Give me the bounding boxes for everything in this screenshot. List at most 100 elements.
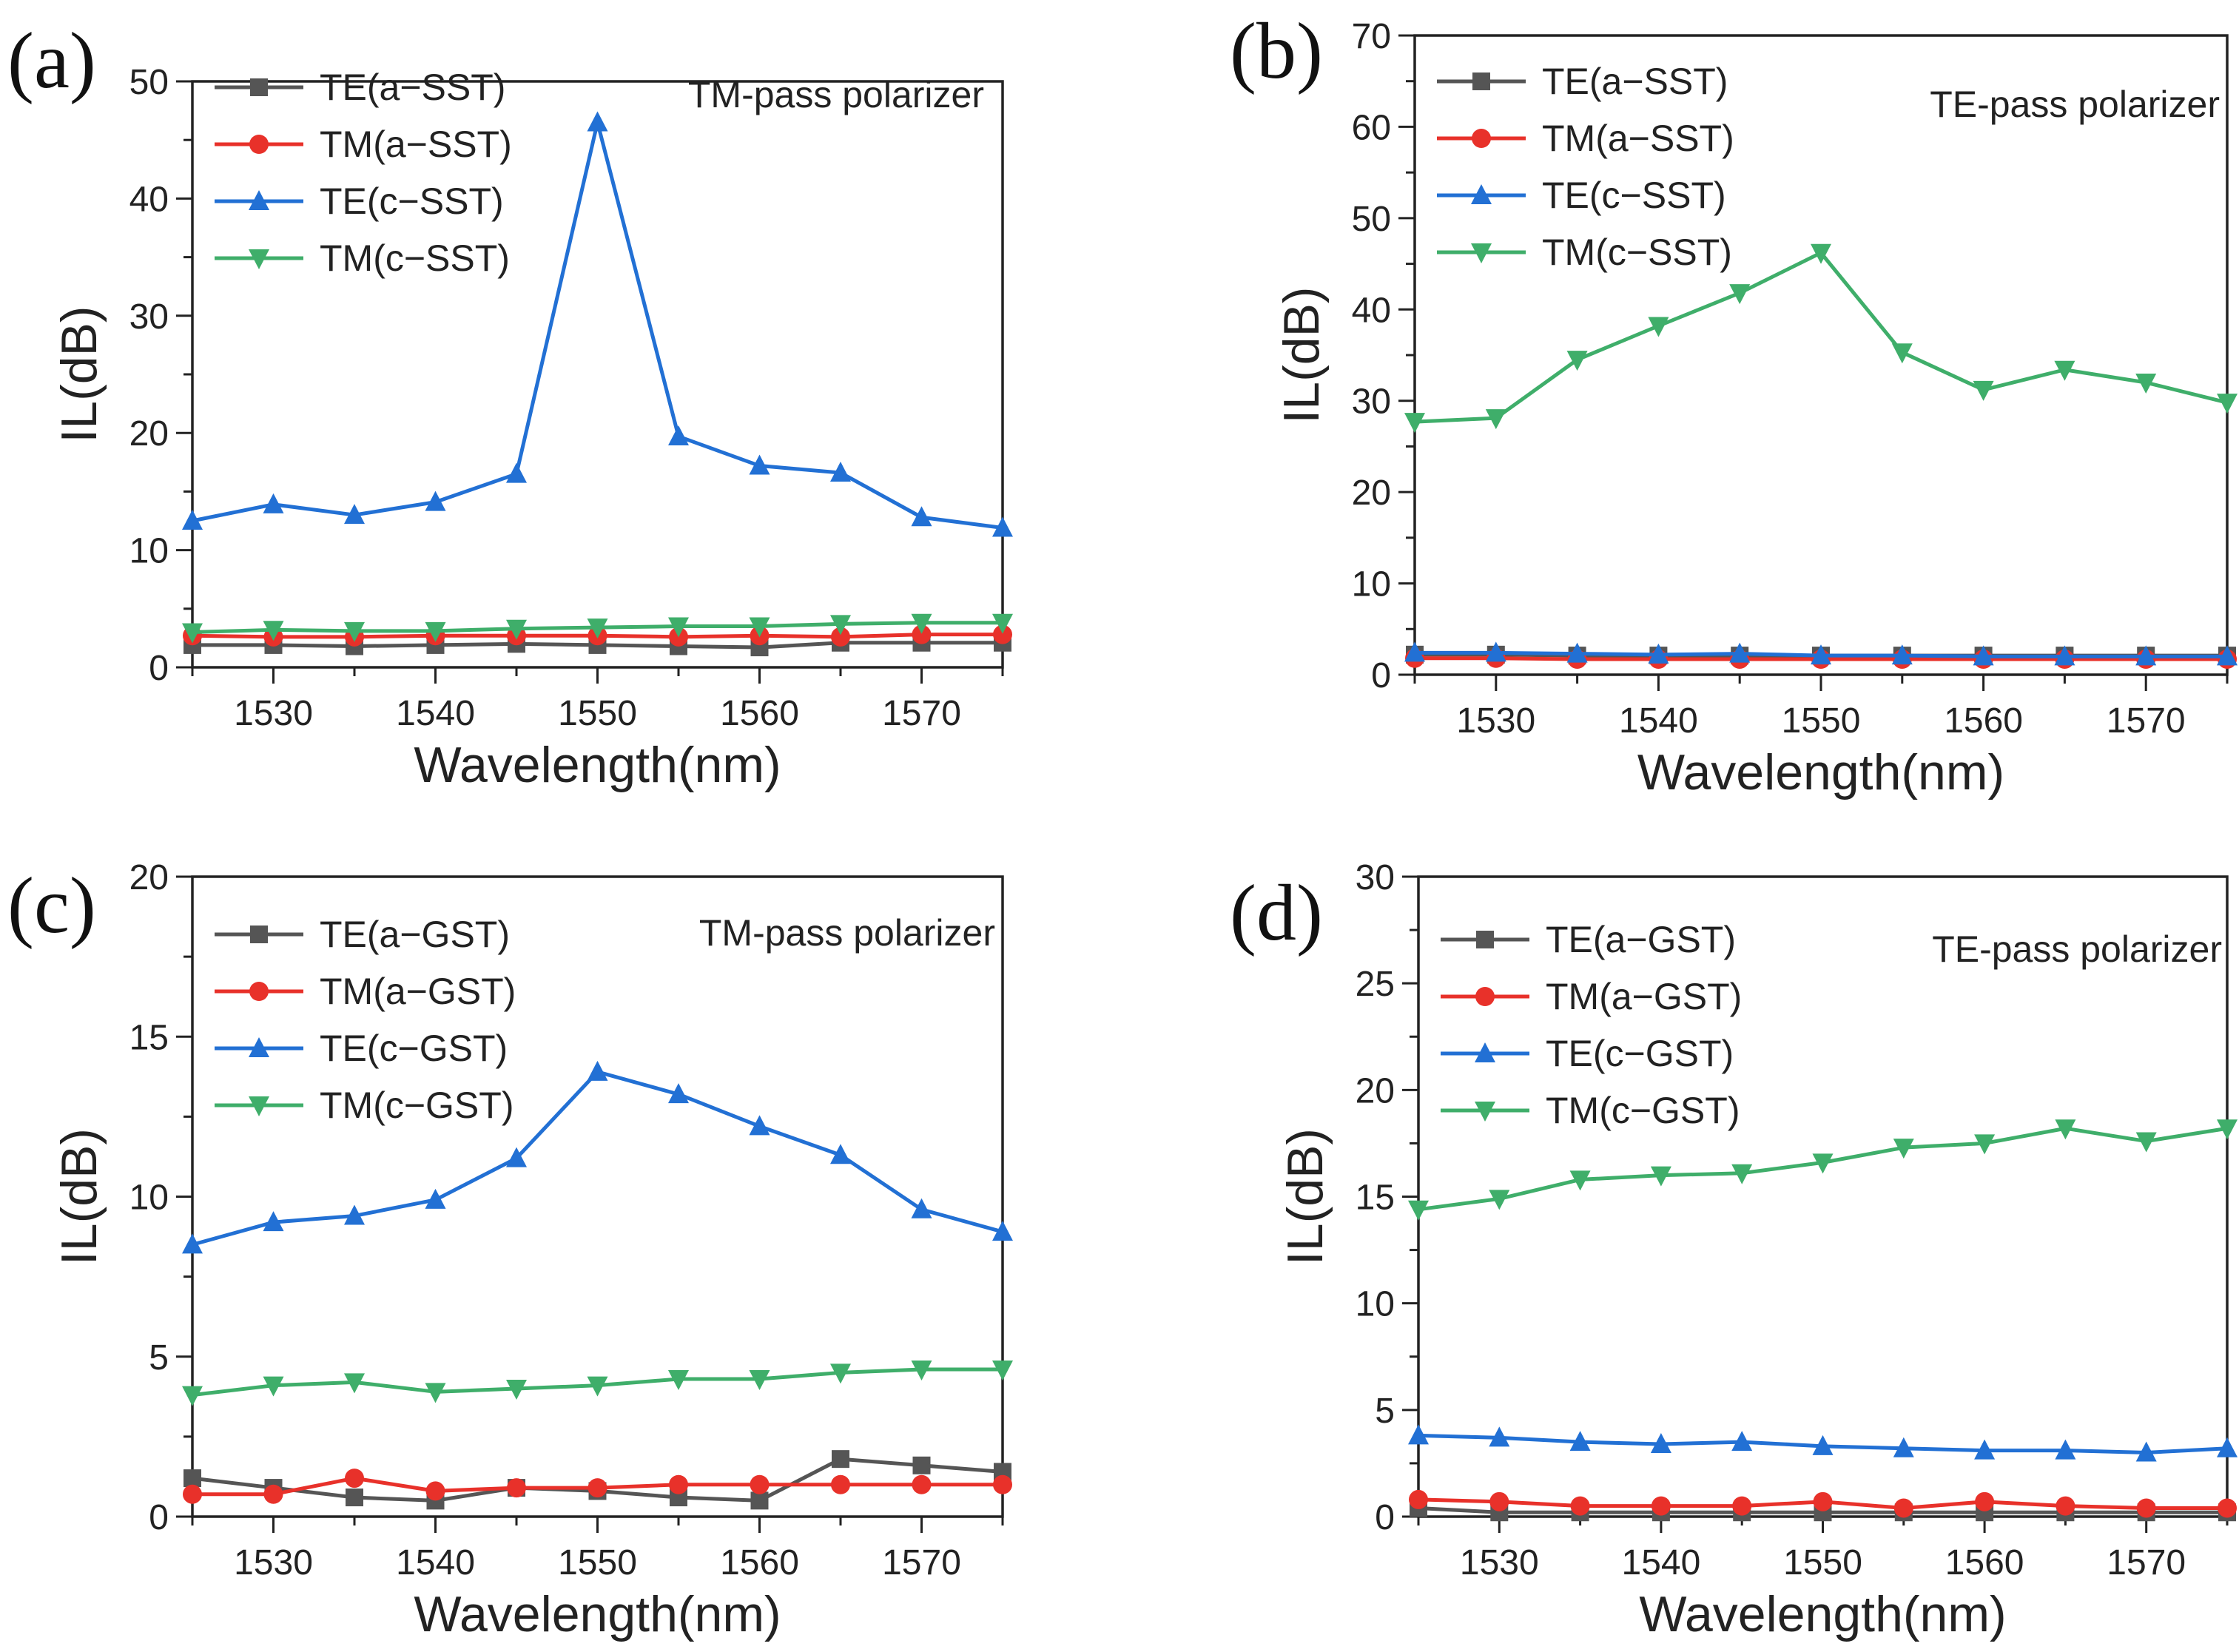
legend-marker: [249, 982, 269, 1001]
data-point: [992, 516, 1013, 537]
data-point: [668, 425, 689, 445]
x-axis-title: Wavelength(nm): [414, 1586, 781, 1642]
data-point: [1891, 343, 1913, 364]
data-point: [1813, 1491, 1833, 1511]
x-tick-label: 1540: [1619, 701, 1698, 741]
data-point: [831, 627, 850, 647]
x-tick-label: 1560: [1944, 701, 2023, 741]
annotation-text: TM-pass polarizer: [699, 912, 995, 954]
data-point: [506, 619, 527, 640]
legend-label: TE(c−SST): [1542, 175, 1726, 216]
data-point: [830, 1363, 851, 1384]
data-point: [1408, 1424, 1429, 1445]
data-point: [184, 1469, 201, 1488]
series-tm-c: [1404, 243, 2238, 434]
data-point: [506, 1147, 527, 1167]
data-point: [1893, 1498, 1913, 1518]
data-point: [1974, 1134, 1996, 1155]
y-tick-label: 10: [1352, 565, 1391, 604]
data-point: [1650, 1166, 1671, 1187]
data-point: [1485, 641, 1506, 662]
series-line: [192, 120, 1003, 530]
data-point: [182, 1233, 203, 1254]
y-tick-label: 20: [1352, 473, 1391, 513]
data-point: [669, 1474, 688, 1494]
data-point: [1566, 351, 1588, 371]
data-point: [912, 1456, 931, 1474]
data-point: [2218, 1498, 2237, 1518]
data-point: [830, 1144, 851, 1164]
data-point: [1974, 1439, 1996, 1460]
chart-panel-2: 1530 1540 1550 1560 1570 0 10 20 30 40 50 60 70 Wavel…: [1230, 7, 2238, 800]
legend-label: TE(c−GST): [320, 1028, 508, 1069]
data-point: [263, 1376, 284, 1397]
data-point: [507, 1478, 526, 1498]
data-point: [993, 624, 1012, 644]
data-point: [183, 1484, 202, 1504]
legend-marker: [249, 1037, 269, 1057]
y-tick-label: 40: [1352, 291, 1391, 330]
data-point: [1893, 1437, 1914, 1457]
data-point: [1569, 1431, 1591, 1452]
data-point: [1566, 642, 1588, 663]
data-point: [182, 510, 203, 530]
y-tick-label: 20: [1356, 1071, 1395, 1110]
data-point: [1729, 284, 1751, 305]
y-tick-label: 15: [129, 1018, 169, 1057]
legend-label: TM(c−GST): [320, 1085, 514, 1126]
data-point: [346, 1489, 363, 1507]
data-point: [425, 1188, 446, 1209]
data-point: [749, 454, 770, 475]
data-point: [2135, 1132, 2157, 1153]
x-tick-label: 1540: [1622, 1543, 1701, 1582]
data-point: [750, 1474, 770, 1494]
data-point: [912, 1474, 932, 1494]
y-tick-label: 15: [1356, 1179, 1395, 1218]
plot-frame: [191, 80, 1004, 669]
y-tick-label: 20: [129, 414, 169, 454]
data-point: [587, 618, 608, 639]
data-point: [668, 1370, 689, 1391]
data-point: [182, 1386, 203, 1406]
data-point: [587, 1376, 608, 1397]
data-point: [911, 1361, 932, 1381]
plot-frame: [1413, 34, 2229, 676]
y-axis-title: IL(dB): [1277, 1128, 1333, 1265]
data-point: [750, 1491, 769, 1510]
data-point: [1404, 641, 1425, 662]
data-point: [911, 613, 932, 634]
data-point: [344, 1373, 365, 1394]
data-point: [1489, 1426, 1510, 1447]
data-point: [1975, 1491, 1995, 1511]
data-point: [992, 1361, 1013, 1381]
y-tick-label: 0: [149, 649, 169, 688]
legend: TE(a−GST) TM(a−GST) TE(c−GST) TM(c−GST): [1441, 919, 1742, 1131]
series-line: [1414, 251, 2228, 424]
data-point: [1891, 644, 1913, 665]
data-point: [2054, 645, 2075, 666]
data-point: [263, 1211, 284, 1232]
legend: TE(a−GST) TM(a−GST) TE(c−GST) TM(c−GST): [215, 914, 516, 1126]
data-point: [1408, 1200, 1429, 1221]
plot-frame: [191, 875, 1004, 1518]
data-point: [263, 493, 284, 513]
legend: TE(a−SST) TM(a−SST) TE(c−SST) TM(c−SST): [1437, 61, 1734, 273]
legend-label: TE(c−SST): [320, 181, 504, 222]
data-point: [831, 1474, 850, 1494]
series-tm-a: [1409, 1489, 2237, 1518]
y-tick-label: 10: [129, 1179, 169, 1218]
y-tick-label: 20: [129, 858, 169, 897]
data-point: [911, 506, 932, 527]
plot-frame: [1417, 875, 2229, 1518]
y-tick-label: 50: [129, 63, 169, 102]
y-tick-label: 25: [1356, 965, 1395, 1004]
x-tick-label: 1550: [558, 694, 637, 733]
data-point: [1732, 1496, 1752, 1516]
data-point: [1811, 644, 1831, 665]
data-point: [2135, 1441, 2157, 1462]
data-point: [425, 1481, 445, 1501]
x-tick-label: 1570: [2107, 1543, 2186, 1582]
y-axis-title: IL(dB): [51, 1128, 107, 1265]
legend-label: TE(a−SST): [320, 67, 505, 108]
data-point: [1648, 317, 1669, 337]
